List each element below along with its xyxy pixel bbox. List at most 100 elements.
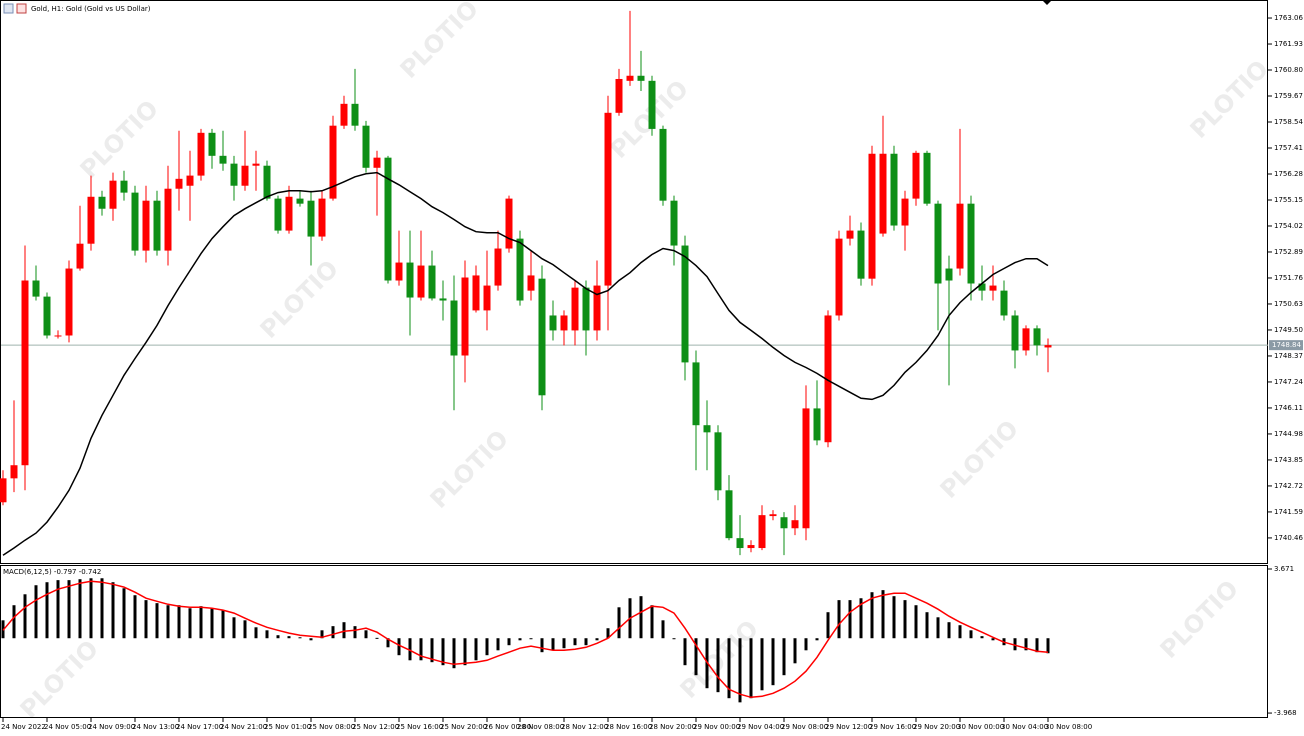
- macd-bar: [650, 605, 654, 639]
- x-tick-label: 30 Nov 04:00: [1001, 723, 1048, 731]
- x-tick-label: 24 Nov 05:00: [44, 723, 91, 731]
- candle-body: [76, 243, 84, 269]
- x-tick-label: 25 Nov 12:00: [352, 723, 399, 731]
- candle-body: [582, 287, 590, 331]
- macd-bar: [276, 635, 280, 639]
- macd-bar: [309, 638, 313, 641]
- candle-body: [560, 315, 568, 331]
- macd-bar: [320, 630, 324, 639]
- macd-bar: [56, 580, 60, 639]
- candle-body: [54, 335, 62, 337]
- macd-bar: [408, 638, 412, 661]
- y-tick-label: 1748.37: [1274, 352, 1303, 360]
- candle-body: [1033, 328, 1041, 346]
- macd-bar: [683, 638, 687, 666]
- candle-body: [219, 155, 227, 164]
- macd-bar: [661, 620, 665, 639]
- x-tick-label: 29 Nov 20:00: [913, 723, 960, 731]
- candle-body: [395, 262, 403, 281]
- candle-body: [681, 245, 689, 363]
- chart-icon[interactable]: [3, 3, 14, 14]
- macd-bar: [452, 638, 456, 669]
- shift-marker: [1043, 1, 1051, 5]
- candle-body: [164, 188, 172, 251]
- candle-body: [725, 490, 733, 539]
- macd-bar: [232, 617, 236, 639]
- candle-body: [791, 520, 799, 529]
- candle-body: [1044, 345, 1052, 348]
- candle-body: [692, 362, 700, 426]
- candle-body: [208, 132, 216, 156]
- macd-bar: [859, 598, 863, 639]
- candle-body: [868, 153, 876, 279]
- macd-bar: [1013, 638, 1017, 651]
- candle-body: [505, 198, 513, 249]
- main-panel-frame: [0, 0, 1268, 564]
- macd-bar: [760, 638, 764, 691]
- macd-bar: [298, 637, 302, 639]
- indicator-icon[interactable]: [16, 3, 27, 14]
- candle-body: [626, 75, 634, 81]
- candle-body: [10, 465, 18, 479]
- candle-body: [846, 230, 854, 239]
- candle-body: [0, 478, 7, 503]
- candle-body: [131, 192, 139, 251]
- macd-bar: [364, 630, 368, 639]
- candle-body: [637, 75, 645, 81]
- x-tick-label: 28 Nov 12:00: [561, 723, 608, 731]
- macd-bar: [507, 638, 511, 646]
- macd-bar: [727, 638, 731, 699]
- candle-body: [318, 198, 326, 237]
- macd-bar: [111, 582, 115, 639]
- candle-body: [934, 203, 942, 284]
- macd-bar: [441, 638, 445, 666]
- y-tick-label: 1754.02: [1274, 222, 1303, 230]
- macd-bar: [947, 622, 951, 639]
- macd-bar: [199, 606, 203, 639]
- macd-bar: [430, 638, 434, 663]
- macd-bar: [331, 626, 335, 639]
- macd-bar: [166, 605, 170, 639]
- candle-body: [604, 112, 612, 286]
- candle-body: [340, 103, 348, 126]
- macd-bar: [67, 580, 71, 639]
- macd-bar: [1035, 638, 1039, 653]
- candle-body: [978, 283, 986, 291]
- macd-bar: [914, 605, 918, 639]
- candle-body: [659, 128, 667, 201]
- x-tick-label: 25 Nov 01:00: [264, 723, 311, 731]
- candle-body: [87, 196, 95, 244]
- macd-y-tick-label: -3.968: [1274, 709, 1297, 717]
- y-tick-label: 1746.11: [1274, 404, 1303, 412]
- x-tick-label: 29 Nov 00:00: [693, 723, 740, 731]
- macd-bar: [936, 617, 940, 639]
- macd-bar: [881, 590, 885, 639]
- last-price-box: [1269, 340, 1303, 351]
- y-tick-label: 1747.24: [1274, 378, 1303, 386]
- y-tick-label: 1755.15: [1274, 196, 1303, 204]
- candle-body: [747, 545, 755, 549]
- x-tick-label: 29 Nov 04:00: [737, 723, 784, 731]
- macd-bar: [518, 638, 522, 641]
- y-tick-label: 1751.76: [1274, 274, 1303, 282]
- macd-bar: [419, 638, 423, 661]
- macd-bar: [980, 636, 984, 639]
- candle-body: [1000, 290, 1008, 316]
- candle-body: [406, 262, 414, 298]
- candle-body: [384, 157, 392, 281]
- x-tick-label: 25 Nov 16:00: [396, 723, 443, 731]
- macd-bar: [551, 638, 555, 651]
- macd-bar: [804, 638, 808, 651]
- candle-body: [21, 280, 29, 466]
- candle-body: [351, 103, 359, 126]
- y-tick-label: 1740.46: [1274, 534, 1303, 542]
- macd-bar: [496, 638, 500, 651]
- macd-bar: [782, 638, 786, 676]
- candle-body: [593, 285, 601, 331]
- macd-bar: [595, 638, 599, 641]
- macd-bar: [617, 607, 621, 639]
- y-tick-label: 1756.28: [1274, 170, 1303, 178]
- y-tick-label: 1759.67: [1274, 92, 1303, 100]
- macd-bar: [716, 638, 720, 693]
